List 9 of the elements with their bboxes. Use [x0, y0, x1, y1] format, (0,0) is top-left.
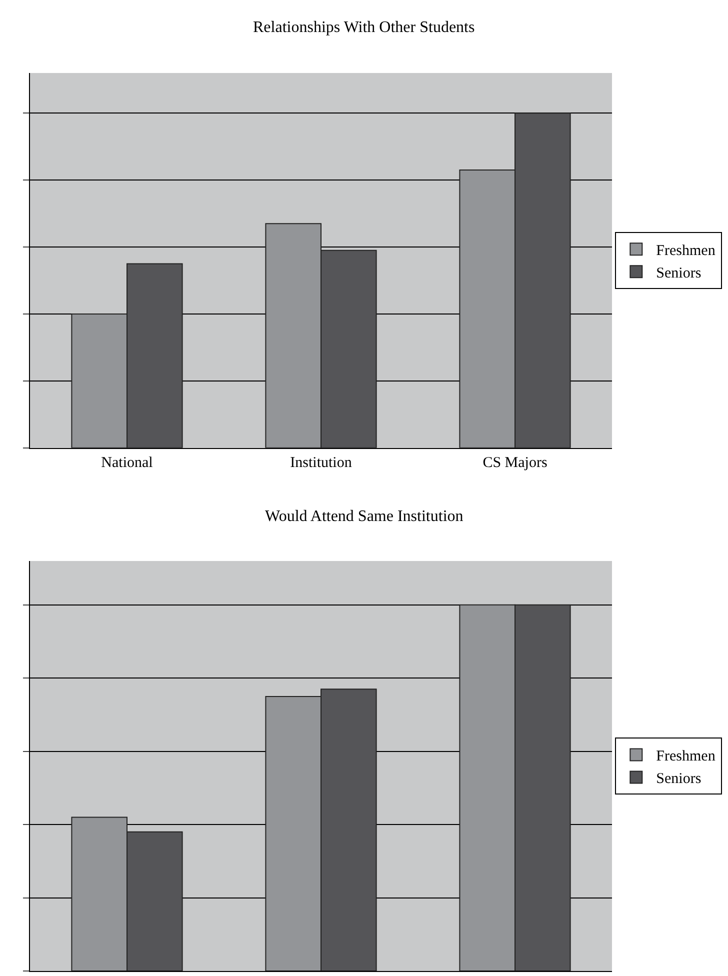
chart-title: Relationships With Other Students — [253, 19, 475, 36]
legend-label: Freshmen — [656, 243, 716, 260]
chart-title: Would Attend Same Institution — [265, 508, 464, 525]
legend-label: Seniors — [656, 771, 702, 788]
legend-label: Freshmen — [656, 748, 716, 765]
legend-label: Seniors — [656, 266, 702, 282]
x-tick-label: Institution — [290, 454, 352, 471]
x-tick-label: National — [101, 454, 153, 471]
x-tick-label: CS Majors — [482, 454, 548, 471]
